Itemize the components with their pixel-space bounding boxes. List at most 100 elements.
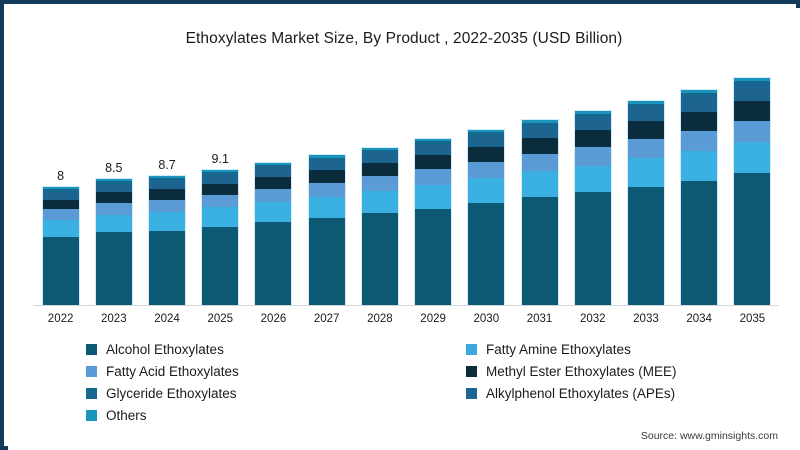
legend-item[interactable]: Fatty Acid Ethoxylates — [86, 361, 239, 381]
bar-segment[interactable] — [734, 173, 771, 305]
bar-segment[interactable] — [574, 192, 611, 305]
legend-item[interactable]: Fatty Amine Ethoxylates — [466, 339, 631, 359]
bar-segment[interactable] — [42, 219, 79, 237]
bar-segment[interactable] — [42, 236, 79, 305]
bar-segment[interactable] — [255, 167, 292, 177]
bar-segment[interactable] — [415, 155, 452, 170]
bar-stack[interactable] — [149, 176, 186, 305]
legend-item[interactable]: Alcohol Ethoxylates — [86, 339, 224, 359]
bar-stack[interactable] — [42, 186, 79, 305]
bar-segment[interactable] — [149, 189, 186, 200]
bar-segment[interactable] — [42, 188, 79, 192]
bar-stack[interactable] — [308, 155, 345, 305]
bar-segment[interactable] — [627, 107, 664, 122]
bar-segment[interactable] — [95, 183, 132, 193]
bar-stack[interactable] — [255, 162, 292, 305]
bar-segment[interactable] — [734, 81, 771, 86]
bar-segment[interactable] — [308, 217, 345, 305]
bar-segment[interactable] — [574, 111, 611, 114]
bar-segment[interactable] — [149, 177, 186, 181]
bar-segment[interactable] — [521, 122, 558, 126]
bar-segment[interactable] — [42, 186, 79, 189]
bar-segment[interactable] — [468, 162, 505, 179]
bar-segment[interactable] — [149, 212, 186, 231]
bar-segment[interactable] — [681, 130, 718, 151]
bar-column[interactable] — [95, 68, 132, 305]
bar-segment[interactable] — [521, 119, 558, 123]
bar-stack[interactable] — [734, 78, 771, 305]
bar-segment[interactable] — [681, 96, 718, 112]
bar-stack[interactable] — [574, 111, 611, 305]
bar-segment[interactable] — [681, 93, 718, 97]
bar-segment[interactable] — [361, 162, 398, 177]
bar-segment[interactable] — [415, 185, 452, 209]
bar-column[interactable] — [734, 68, 771, 305]
bar-segment[interactable] — [521, 125, 558, 138]
bar-segment[interactable] — [734, 100, 771, 121]
bar-segment[interactable] — [361, 213, 398, 305]
bar-stack[interactable] — [361, 148, 398, 305]
bar-segment[interactable] — [255, 222, 292, 305]
bar-column[interactable] — [361, 68, 398, 305]
bar-segment[interactable] — [734, 85, 771, 101]
bar-stack[interactable] — [627, 100, 664, 305]
bar-segment[interactable] — [255, 202, 292, 223]
bar-segment[interactable] — [734, 120, 771, 143]
bar-column[interactable] — [149, 68, 186, 305]
bar-segment[interactable] — [681, 111, 718, 131]
bar-segment[interactable] — [415, 208, 452, 305]
bar-stack[interactable] — [415, 139, 452, 305]
bar-segment[interactable] — [42, 191, 79, 200]
bar-segment[interactable] — [574, 147, 611, 166]
bar-segment[interactable] — [202, 174, 239, 184]
bar-segment[interactable] — [521, 170, 558, 197]
bar-stack[interactable] — [521, 119, 558, 305]
bar-segment[interactable] — [255, 188, 292, 203]
bar-column[interactable] — [627, 68, 664, 305]
bar-segment[interactable] — [415, 139, 452, 142]
bar-segment[interactable] — [42, 199, 79, 209]
bar-segment[interactable] — [521, 153, 558, 171]
bar-segment[interactable] — [574, 165, 611, 193]
bar-segment[interactable] — [149, 176, 186, 178]
bar-segment[interactable] — [202, 194, 239, 208]
bar-segment[interactable] — [415, 141, 452, 145]
bar-segment[interactable] — [255, 162, 292, 166]
bar-segment[interactable] — [95, 180, 132, 184]
bar-segment[interactable] — [202, 172, 239, 175]
bar-column[interactable] — [255, 68, 292, 305]
bar-segment[interactable] — [308, 155, 345, 158]
bar-segment[interactable] — [468, 178, 505, 203]
bar-column[interactable] — [521, 68, 558, 305]
bar-segment[interactable] — [627, 100, 664, 104]
bar-segment[interactable] — [149, 180, 186, 190]
bar-segment[interactable] — [734, 142, 771, 174]
bar-segment[interactable] — [681, 90, 718, 94]
bar-segment[interactable] — [361, 148, 398, 151]
bar-stack[interactable] — [202, 170, 239, 305]
legend-item[interactable]: Others — [86, 405, 147, 425]
bar-segment[interactable] — [308, 170, 345, 183]
bar-segment[interactable] — [681, 180, 718, 305]
bar-segment[interactable] — [468, 202, 505, 305]
bar-segment[interactable] — [574, 113, 611, 117]
bar-segment[interactable] — [202, 183, 239, 195]
legend-item[interactable]: Glyceride Ethoxylates — [86, 383, 237, 403]
bar-segment[interactable] — [521, 196, 558, 305]
bar-segment[interactable] — [202, 207, 239, 227]
bar-segment[interactable] — [415, 144, 452, 156]
bar-segment[interactable] — [255, 165, 292, 168]
bar-segment[interactable] — [95, 214, 132, 233]
bar-segment[interactable] — [42, 208, 79, 220]
bar-segment[interactable] — [361, 176, 398, 191]
bar-segment[interactable] — [627, 186, 664, 305]
bar-segment[interactable] — [627, 121, 664, 140]
bar-segment[interactable] — [308, 157, 345, 160]
bar-segment[interactable] — [574, 130, 611, 148]
bar-segment[interactable] — [468, 147, 505, 163]
bar-segment[interactable] — [95, 202, 132, 215]
bar-segment[interactable] — [255, 176, 292, 189]
bar-segment[interactable] — [627, 139, 664, 159]
bar-segment[interactable] — [468, 132, 505, 136]
bar-segment[interactable] — [202, 226, 239, 305]
